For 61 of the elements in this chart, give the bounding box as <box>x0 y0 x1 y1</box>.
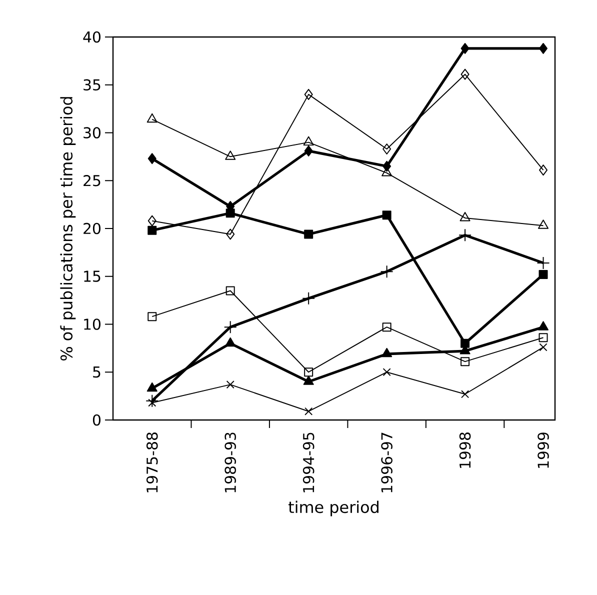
point <box>538 321 549 330</box>
x-tick-label: 1975-88 <box>146 432 158 492</box>
point <box>458 228 472 242</box>
y-tick-label: 15 <box>84 270 100 282</box>
point <box>226 380 234 389</box>
point <box>538 220 549 229</box>
point <box>303 376 314 385</box>
point <box>146 382 158 392</box>
y-tick-label: 0 <box>92 414 100 426</box>
point <box>303 136 314 146</box>
y-tick-label: 25 <box>84 174 100 186</box>
point <box>382 368 391 376</box>
point <box>380 265 394 278</box>
point <box>538 333 548 342</box>
point <box>148 398 156 407</box>
y-axis-title: % of publications per time period <box>60 97 76 360</box>
point <box>226 208 235 218</box>
point <box>148 153 156 164</box>
x-tick-label: 1989-93 <box>224 432 236 492</box>
point <box>382 348 392 358</box>
point <box>304 145 313 156</box>
y-tick-label: 30 <box>84 127 100 138</box>
point <box>304 88 313 100</box>
point <box>460 68 470 80</box>
y-tick-label: 10 <box>84 318 100 330</box>
point <box>382 144 392 155</box>
point <box>536 256 550 270</box>
x-tick-label: 1999 <box>538 432 549 468</box>
x-tick-label: 1996-97 <box>381 432 392 492</box>
x-tick-label: 1998 <box>459 432 471 468</box>
point <box>304 368 314 377</box>
y-tick-label: 35 <box>84 79 100 91</box>
point <box>382 322 392 332</box>
point <box>461 390 470 398</box>
point <box>304 407 313 416</box>
point <box>226 228 235 240</box>
point <box>382 210 392 220</box>
point <box>146 394 159 408</box>
point <box>226 286 235 296</box>
y-tick-label: 5 <box>93 366 100 378</box>
x-axis-title: time period <box>288 500 378 516</box>
point <box>538 270 548 279</box>
point <box>225 337 236 347</box>
y-tick-label: 40 <box>83 31 100 43</box>
x-tick-label: 1994-95 <box>302 432 314 492</box>
point <box>225 150 236 160</box>
point <box>148 312 157 322</box>
point <box>224 320 237 334</box>
point <box>539 343 548 352</box>
point <box>148 215 156 226</box>
point <box>460 357 470 366</box>
point <box>146 113 158 123</box>
point <box>460 42 470 54</box>
point <box>539 42 548 54</box>
point <box>304 230 314 239</box>
point <box>460 338 470 348</box>
y-tick-label: 20 <box>84 222 100 234</box>
point <box>539 164 548 176</box>
point <box>460 212 470 222</box>
point <box>302 292 316 305</box>
point <box>148 226 157 235</box>
